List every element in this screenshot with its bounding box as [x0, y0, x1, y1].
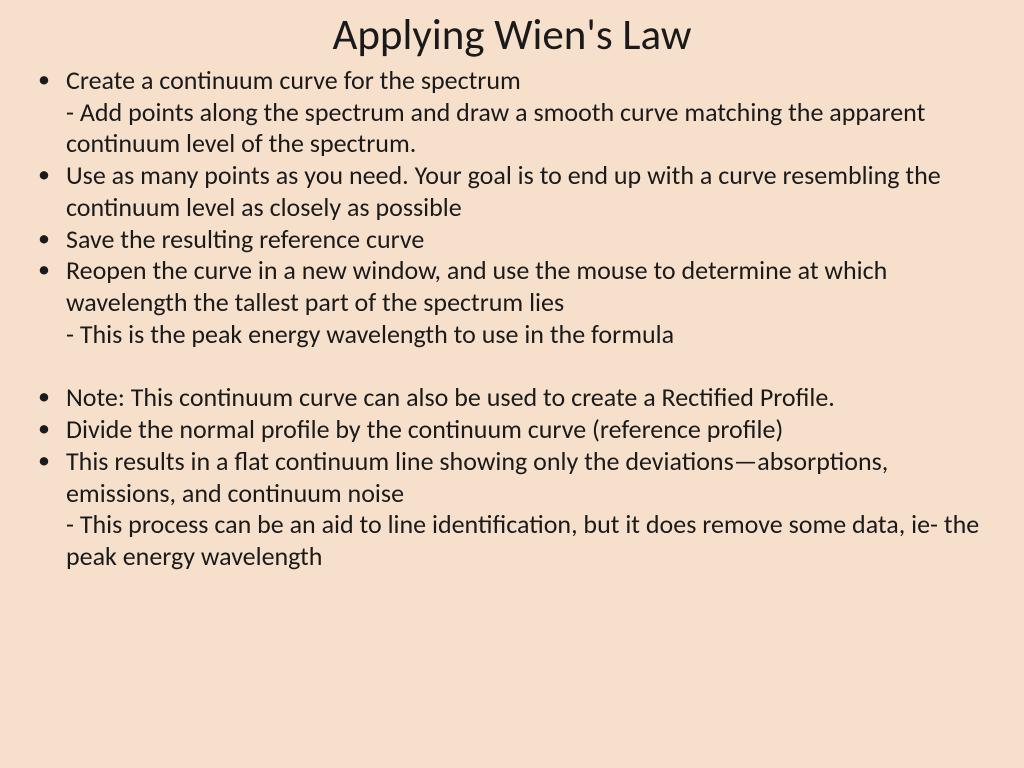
bullet-text: Create a continuum curve for the spectru… — [66, 64, 521, 96]
list-item: Reopen the curve in a new window, and us… — [60, 255, 994, 350]
list-item: Use as many points as you need. Your goa… — [60, 160, 994, 223]
bullet-text: Divide the normal profile by the continu… — [66, 413, 783, 445]
bullet-text: Use as many points as you need. Your goa… — [66, 159, 941, 223]
bullet-subline: - This is the peak energy wavelength to … — [66, 319, 994, 351]
bullet-text: This results in a flat continuum line sh… — [66, 445, 888, 509]
list-item: Save the resulting reference curve — [60, 224, 994, 256]
list-item: This results in a flat continuum line sh… — [60, 446, 994, 573]
list-item: Divide the normal profile by the continu… — [60, 414, 994, 446]
bullet-text: Note: This continuum curve can also be u… — [66, 381, 835, 413]
bullet-text: Reopen the curve in a new window, and us… — [66, 254, 887, 318]
bullet-subline: - Add points along the spectrum and draw… — [66, 97, 994, 160]
bullet-list: Create a continuum curve for the spectru… — [30, 65, 994, 573]
slide-title: Applying Wien's Law — [30, 8, 994, 61]
list-item: Note: This continuum curve can also be u… — [60, 382, 994, 414]
list-item: Create a continuum curve for the spectru… — [60, 65, 994, 160]
bullet-text: Save the resulting reference curve — [66, 223, 424, 255]
bullet-subline: - This process can be an aid to line ide… — [66, 509, 994, 572]
